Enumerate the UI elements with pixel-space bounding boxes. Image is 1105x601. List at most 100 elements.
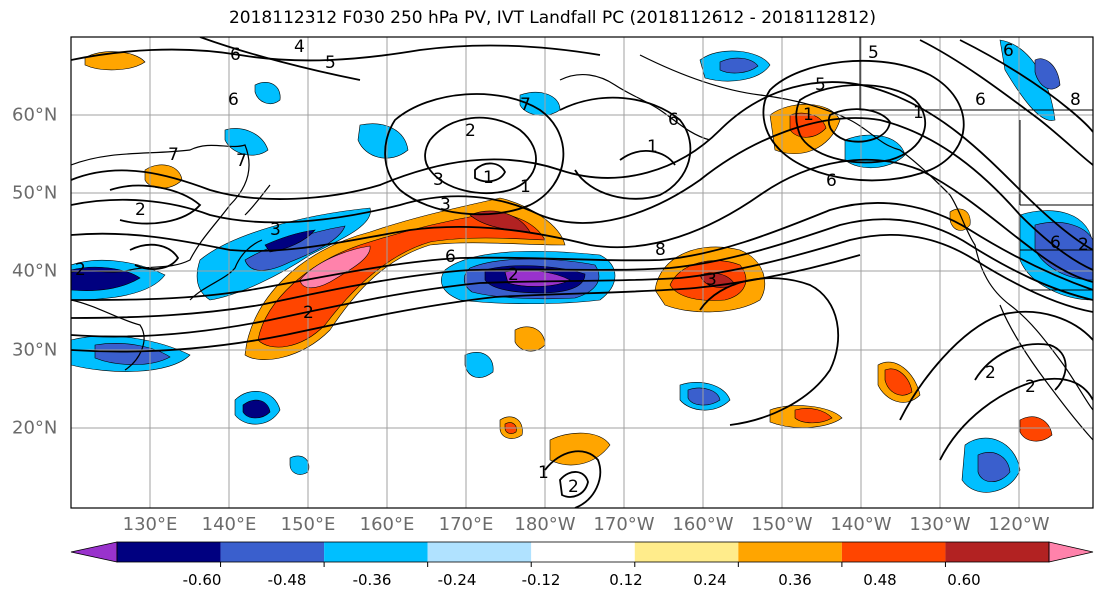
colorbar-segment [427,542,532,562]
contour-label: 7 [236,151,247,171]
coastlines [71,37,1093,441]
contour-label: 6 [1003,41,1014,61]
china-coastline [71,299,145,371]
warm-patch-hawaii-core [794,408,833,424]
contour-label: 6 [445,247,456,267]
lat-label: 60°N [12,104,58,126]
contour-label: 7 [520,95,531,115]
contour-label: 8 [1070,90,1081,110]
colorbar-frame [116,541,1050,563]
lon-label: 170°E [438,514,494,535]
contour-label: 1 [520,177,531,197]
cold-anomaly-south-core [94,343,171,365]
warm-patch-nw [84,51,146,71]
colorbar-extend-high [1048,541,1094,563]
contour-label: 6 [975,90,986,110]
lat-label: 50°N [12,182,58,204]
lon-label: 170°W [593,514,655,535]
contour-label: 6 [230,45,241,65]
lon-label: 160°E [359,514,415,535]
contour-label: 2 [985,363,996,383]
contour-label: 2 [135,200,146,220]
lon-label: 160°W [672,514,734,535]
colorbar-segment [117,542,221,562]
contour-label: 8 [655,240,666,260]
cold-patch-2-core [687,387,721,406]
lat-label: 20°N [12,417,58,439]
contour-label: 2 [75,260,86,280]
lon-label: 150°W [751,514,813,535]
contour-label: 2 [1025,377,1036,397]
colorbar-segment [738,542,842,562]
cold-patch-8 [519,91,561,116]
colorbar-tick-label: 0.12 [609,571,643,589]
contour-labels: 4 5 6 5 6 1 1 2 3 3 3 1 2 6 7 7 6 2 2 6 … [75,37,1089,497]
contour-label: 3 [270,220,281,240]
figure-title: 2018112312 F030 250 hPa PV, IVT Landfall… [228,8,876,28]
state-borders [1019,120,1093,291]
contour-label: 1 [483,168,494,188]
contour-label: 2 [568,477,579,497]
contour-label: 2 [1078,235,1089,255]
lat-label: 30°N [12,339,58,361]
contour-label: 1 [538,463,549,483]
contour-label: 5 [325,53,336,73]
lat-label: 40°N [12,260,58,282]
colorbar-segment [634,542,739,562]
colorbar-tick-label: -0.60 [182,571,222,589]
map-frame [70,36,1094,509]
lon-label: 130°E [122,514,178,535]
contour-label: 3 [706,270,717,290]
cold-patch-7 [357,123,409,159]
cold-patch-canada-core [1034,58,1061,90]
colorbar-tick-label: 0.60 [947,571,981,589]
contour-label: 7 [168,145,179,165]
lon-label: 120°W [988,514,1050,535]
colorbar-extend-low [70,541,118,563]
warm-patch-mexico [1019,416,1053,442]
contour-label: 1 [913,103,924,123]
contour-label: 3 [440,195,451,215]
cold-anomaly-canada [999,39,1056,121]
contour-label: 6 [668,110,679,130]
cold-patch-5 [254,81,281,104]
contour-label: 6 [826,171,837,191]
contour-label: 5 [868,43,879,63]
colorbar-tick-label: -0.48 [267,571,307,589]
contour-label: 3 [433,170,444,190]
contour-label: 1 [803,105,814,125]
contour-label: 2 [465,121,476,141]
lon-label: 140°W [830,514,892,535]
colorbar-tick-label: 0.24 [693,571,727,589]
colorbar-tick-label: -0.12 [521,571,561,589]
cold-patch-1-core [242,399,271,419]
kuril-islands [244,184,271,216]
lon-label: 150°E [280,514,336,535]
aleutian-islands [559,73,711,141]
north-america-coastline [639,54,1093,411]
colorbar-tick-label: 0.48 [863,571,897,589]
colorbar-segment [945,542,1049,562]
colorbar-segment [531,542,635,562]
cold-patch-6 [224,128,269,156]
gridlines [71,37,1093,508]
colorbar-segment [324,542,428,562]
colorbar-tick-label: -0.24 [437,571,477,589]
pv-contours [71,37,1093,508]
colorbar [70,541,1094,567]
colorbar-tick-label: 0.36 [778,571,812,589]
cold-anomaly-alaska-core [719,57,759,74]
contour-label: 2 [303,303,314,323]
contour-label: 6 [228,90,239,110]
warm-patch-baja-core [884,368,913,396]
cold-patch-3 [464,352,494,378]
lon-label: 130°W [909,514,971,535]
cold-anomaly-us-west-core [1034,222,1093,281]
contour-label: 5 [815,75,826,95]
pc-shading [71,39,1093,493]
lon-label: 140°E [201,514,257,535]
cold-anomaly-west-core [71,266,141,291]
japan-coastline [189,239,263,301]
contour-label: 4 [294,37,305,57]
